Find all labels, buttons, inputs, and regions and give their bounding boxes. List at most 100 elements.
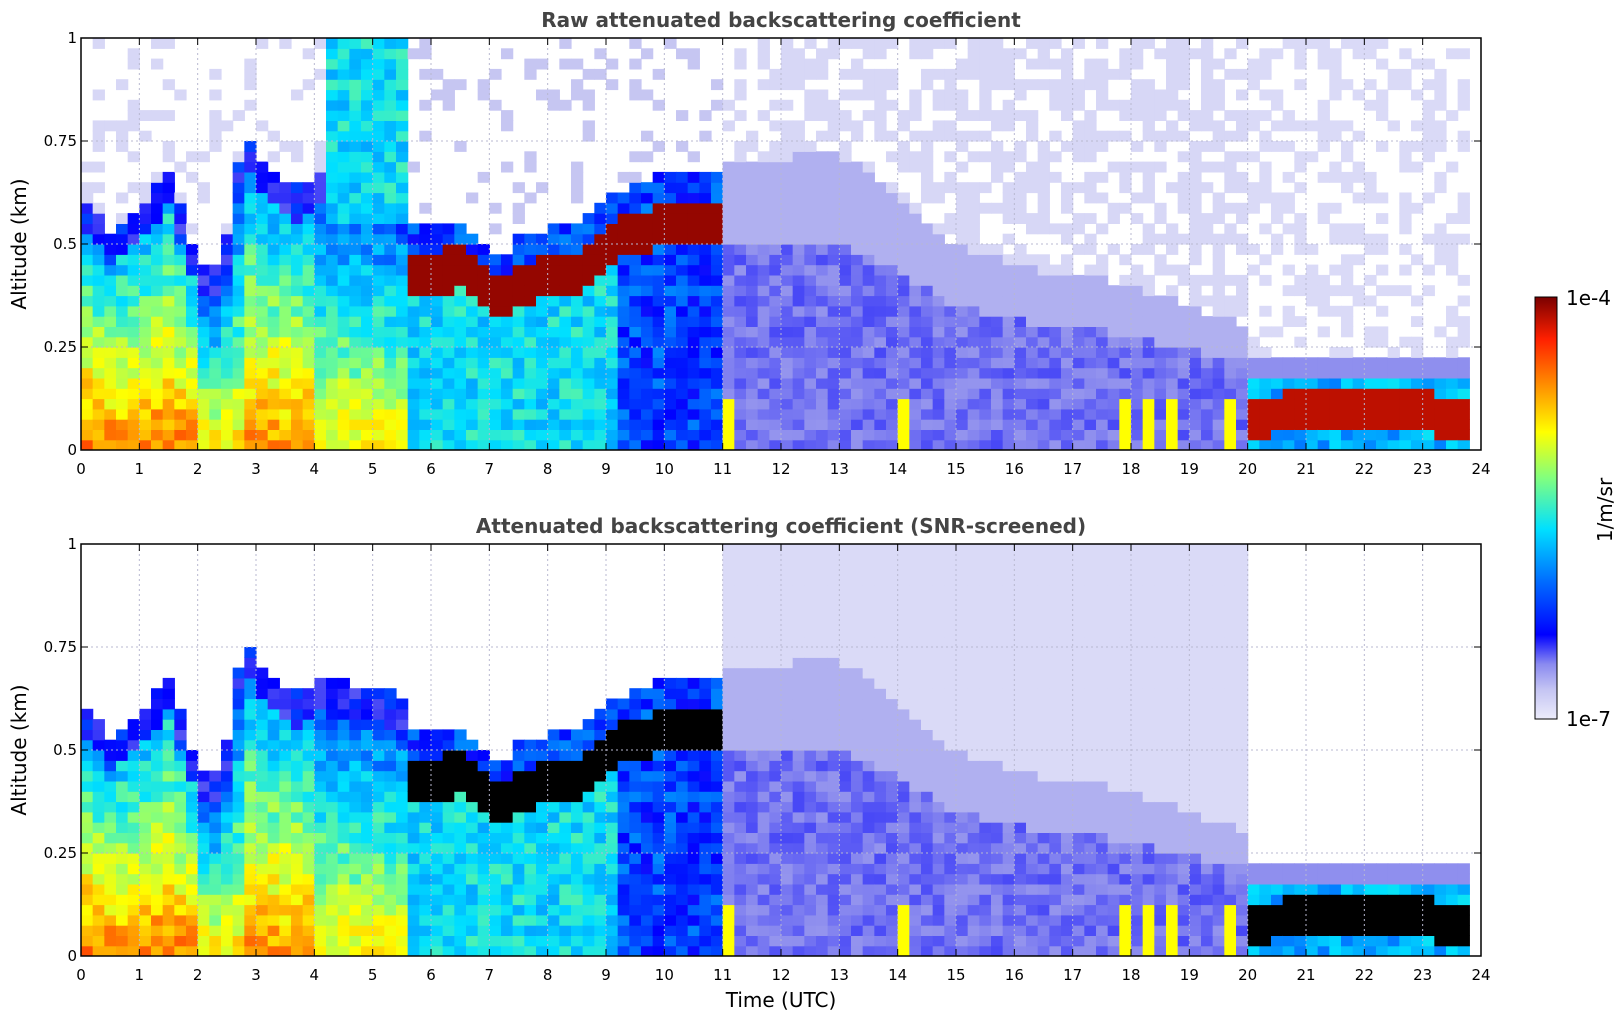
heatmap-cell (652, 213, 665, 224)
heatmap-cell (337, 213, 350, 224)
heatmap-cell (606, 58, 619, 70)
heatmap-cell (944, 326, 957, 338)
heatmap-cell (641, 935, 654, 947)
heatmap-cell (419, 873, 432, 885)
heatmap-cell (862, 347, 875, 358)
heatmap-cell (1259, 223, 1272, 235)
heatmap-cell (664, 863, 677, 875)
heatmap-cell (162, 904, 175, 916)
heatmap-cell (1434, 182, 1447, 194)
heatmap-cell (629, 223, 642, 235)
heatmap-cell (1002, 202, 1015, 214)
heatmap-cell (792, 223, 805, 235)
heatmap-cell (372, 408, 385, 420)
heatmap-cell (221, 429, 234, 441)
heatmap-cell (291, 285, 304, 297)
heatmap-cell (617, 192, 630, 204)
heatmap-cell (827, 171, 840, 183)
heatmap-cell (874, 223, 887, 235)
heatmap-cell (384, 182, 397, 194)
heatmap-cell (116, 336, 129, 348)
heatmap-cell (932, 398, 945, 410)
heatmap-cell (302, 719, 315, 730)
heatmap-cell (699, 295, 712, 307)
y-tick-label: 0.75 (44, 132, 77, 150)
heatmap-cell (606, 347, 619, 358)
heatmap-cell (536, 873, 549, 885)
heatmap-cell (116, 398, 129, 410)
heatmap-cell (244, 408, 257, 420)
heatmap-cell (1294, 316, 1307, 327)
heatmap-cell (571, 89, 584, 101)
heatmap-cell (151, 408, 164, 420)
heatmap-cell (687, 760, 700, 772)
heatmap-cell (396, 873, 409, 885)
heatmap-cell (256, 408, 269, 420)
heatmap-cell (314, 326, 327, 338)
heatmap-cell (1434, 244, 1447, 255)
heatmap-cell (244, 904, 257, 916)
heatmap-cell (244, 171, 257, 183)
heatmap-cell (174, 904, 187, 916)
heatmap-cell (909, 439, 922, 450)
heatmap-cell (361, 925, 374, 936)
heatmap-cell (279, 770, 292, 782)
heatmap-cell (664, 914, 677, 926)
heatmap-cell (944, 429, 957, 441)
heatmap-cell (1457, 429, 1470, 441)
heatmap-cell (1376, 357, 1389, 369)
heatmap-cell (874, 347, 887, 358)
heatmap-cell (291, 935, 304, 947)
heatmap-cell (407, 274, 420, 286)
heatmap-cell (699, 894, 712, 906)
heatmap-cell (1014, 429, 1027, 441)
heatmap-cell (921, 419, 934, 430)
heatmap-cell (792, 336, 805, 348)
heatmap-cell (384, 842, 397, 854)
heatmap-cell (232, 213, 245, 224)
heatmap-cell (722, 770, 735, 782)
heatmap-cell (349, 89, 362, 101)
heatmap-cell (512, 429, 525, 441)
heatmap-cell (1142, 130, 1155, 142)
heatmap-cell (1259, 305, 1272, 317)
heatmap-cell (442, 223, 455, 235)
heatmap-cell (862, 48, 875, 60)
heatmap-cell (174, 244, 187, 255)
heatmap-cell (372, 419, 385, 430)
heatmap-cell (256, 914, 269, 926)
heatmap-cell (991, 254, 1004, 266)
heatmap-cell (221, 377, 234, 389)
heatmap-cell (372, 141, 385, 152)
heatmap-cell (1399, 429, 1412, 441)
heatmap-cell (792, 171, 805, 183)
heatmap-cell (396, 842, 409, 854)
heatmap-cell (186, 388, 199, 400)
heatmap-cell (851, 89, 864, 101)
heatmap-cell (314, 274, 327, 286)
heatmap-cell (384, 58, 397, 70)
heatmap-cell (699, 925, 712, 936)
heatmap-cell (291, 914, 304, 926)
heatmap-cell (979, 202, 992, 214)
heatmap-cell (664, 429, 677, 441)
heatmap-cell (104, 904, 117, 916)
heatmap-cell (1061, 264, 1074, 276)
heatmap-cell (477, 79, 490, 91)
heatmap-cell (711, 935, 724, 947)
heatmap-cell (746, 388, 759, 400)
heatmap-cell (489, 326, 502, 338)
x-tick-label: 22 (1355, 460, 1374, 478)
heatmap-cell (722, 285, 735, 297)
heatmap-cell (501, 254, 514, 266)
heatmap-cell (244, 925, 257, 936)
heatmap-cell (372, 719, 385, 730)
heatmap-cell (232, 750, 245, 761)
heatmap-cell (127, 832, 140, 844)
heatmap-cell (711, 305, 724, 317)
heatmap-cell (991, 377, 1004, 389)
heatmap-cell (582, 832, 595, 844)
heatmap-cell (104, 945, 117, 956)
heatmap-cell (1014, 295, 1027, 307)
heatmap-cell (396, 894, 409, 906)
